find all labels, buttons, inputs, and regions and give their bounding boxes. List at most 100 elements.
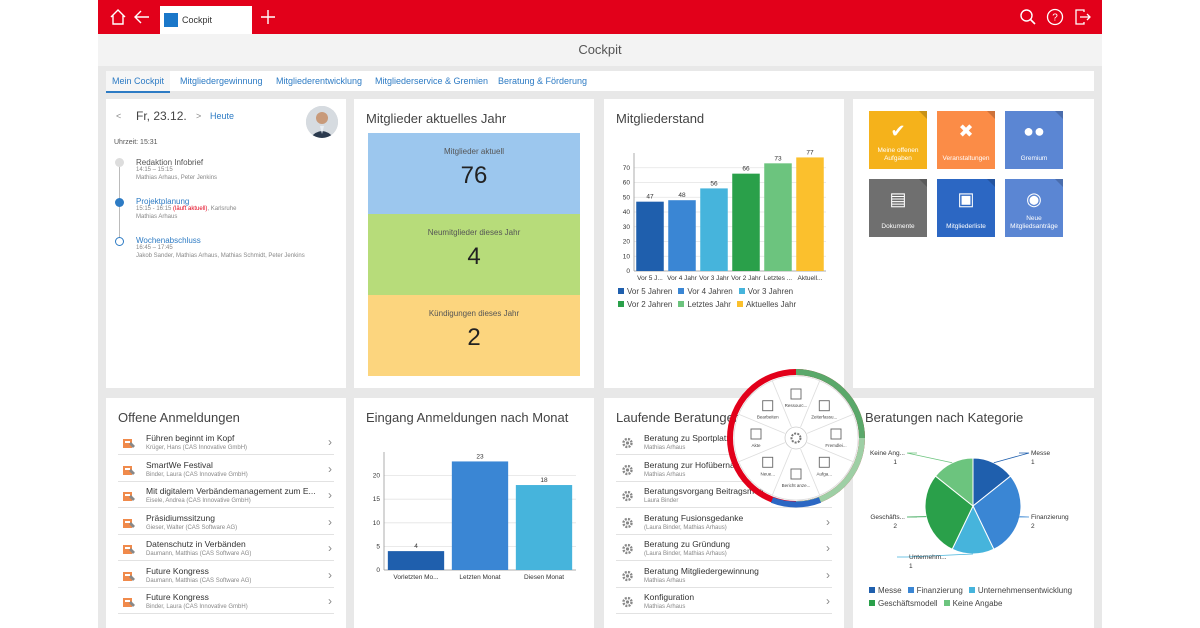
radial-item-fremdlei[interactable]: Fremdlei... bbox=[825, 428, 847, 448]
bar-vorletzten-mo[interactable] bbox=[387, 551, 445, 570]
pie-leader-line bbox=[897, 553, 974, 558]
list-item[interactable]: Future Kongress Daumann, Matthias (CAS So… bbox=[118, 563, 334, 588]
tile-veranstaltungen[interactable]: ✖ Veranstaltungen bbox=[937, 111, 995, 169]
event-item[interactable]: Wochenabschluss 16:45 – 17:45 Jakob Sand… bbox=[136, 236, 305, 259]
app-logo-icon bbox=[164, 13, 178, 27]
list-item-subtitle: Mathias Arhaus bbox=[644, 445, 686, 451]
chevron-right-icon[interactable]: › bbox=[826, 541, 830, 555]
legend-item-vor-3-jahren[interactable]: Vor 3 Jahren bbox=[738, 285, 794, 298]
tile-gremium[interactable]: ●● Gremium bbox=[1005, 111, 1063, 169]
pie-slice-gesch-ftsmodell[interactable] bbox=[924, 475, 974, 550]
radial-item-neue[interactable]: Neue... bbox=[760, 456, 775, 476]
legend-item-messe[interactable]: Messe bbox=[869, 584, 902, 597]
legend-item-letztes-jahr[interactable]: Letztes Jahr bbox=[678, 298, 731, 311]
radial-item-ressourc[interactable]: Ressourc... bbox=[785, 388, 808, 408]
bar-vor-3-jahr[interactable] bbox=[700, 188, 728, 271]
chevron-right-icon[interactable]: › bbox=[328, 567, 332, 582]
legend-item-vor-5-jahren[interactable]: Vor 5 Jahren bbox=[618, 285, 672, 298]
tile-dokumente[interactable]: ▤ Dokumente bbox=[869, 179, 927, 237]
add-tab-icon[interactable] bbox=[258, 7, 278, 27]
tile-neue-mitgliedsantr-ge[interactable]: ◉ Neue Mitgliedsanträge bbox=[1005, 179, 1063, 237]
tab-mitgliederentwicklung[interactable]: Mitgliederentwicklung bbox=[276, 76, 363, 86]
chevron-right-icon[interactable]: › bbox=[826, 514, 830, 529]
radial-center-button[interactable] bbox=[784, 426, 808, 450]
tab-mein-cockpit[interactable]: Mein Cockpit bbox=[106, 71, 171, 93]
page-title: Cockpit bbox=[98, 34, 1102, 66]
radial-item-aufga[interactable]: Aufga... bbox=[817, 456, 833, 476]
legend-item-finanzierung[interactable]: Finanzierung bbox=[907, 584, 963, 597]
legend-item-vor-2-jahren[interactable]: Vor 2 Jahren bbox=[618, 298, 672, 311]
radial-item-akte[interactable]: Akte bbox=[750, 428, 762, 448]
list-item[interactable]: Konfiguration Mathias Arhaus › bbox=[616, 589, 832, 614]
list-item[interactable]: Beratung Mitgliedergewinnung Mathias Arha… bbox=[616, 563, 832, 588]
offene-anmeldungen-card: Offene Anmeldungen Führen beginnt im Kop… bbox=[106, 398, 346, 628]
card-title: Mitglieder aktuelles Jahr bbox=[366, 111, 507, 126]
chevron-right-icon[interactable]: › bbox=[826, 567, 830, 582]
list-item-title: Führen beginnt im Kopf bbox=[146, 433, 235, 443]
kpi-cancellations[interactable]: Kündigungen dieses Jahr 2 bbox=[368, 295, 580, 376]
next-day-button[interactable]: > bbox=[196, 111, 202, 121]
nav-tabs: Mein Cockpit Mitgliedergewinnung Mitglie… bbox=[106, 71, 1094, 93]
chevron-right-icon[interactable]: › bbox=[328, 435, 332, 449]
bar-letzten-monat[interactable] bbox=[451, 461, 509, 570]
kpi-new-members[interactable]: Neumitglieder dieses Jahr 4 bbox=[368, 214, 580, 295]
legend-item-gesch-ftsmodell[interactable]: Geschäftsmodell bbox=[869, 597, 938, 610]
tab-beratung-foerderung[interactable]: Beratung & Förderung bbox=[498, 76, 588, 86]
y-tick-label: 0 bbox=[376, 567, 380, 574]
radial-item-bericht-anze[interactable]: Bericht anze... bbox=[782, 468, 811, 488]
event-item[interactable]: Projektplanung 15:15 - 16:15 (läuft aktu… bbox=[136, 197, 236, 220]
kpi-members-current[interactable]: Mitglieder aktuell 76 bbox=[368, 133, 580, 214]
radial-item-bearbeiten[interactable]: Bearbeiten bbox=[757, 400, 779, 420]
legend-label: Messe bbox=[878, 586, 902, 595]
legend-item-keine-angabe[interactable]: Keine Angabe bbox=[943, 597, 1002, 610]
today-link[interactable]: Heute bbox=[210, 111, 235, 121]
tile-mitgliederliste[interactable]: ▣ Mitgliederliste bbox=[937, 179, 995, 237]
list-item[interactable]: Beratung zu Gründung (Laura Binder, Mathi… bbox=[616, 536, 832, 561]
avatar[interactable] bbox=[306, 106, 338, 138]
chevron-right-icon[interactable]: › bbox=[826, 594, 830, 608]
bar-vor-4-jahr[interactable] bbox=[668, 200, 696, 271]
radial-item-label: Neue... bbox=[760, 471, 775, 476]
tab-mitgliedergewinnung[interactable]: Mitgliedergewinnung bbox=[180, 76, 263, 86]
event-item[interactable]: Redaktion Infobrief 14:15 – 15:15 Mathia… bbox=[136, 158, 217, 181]
bar-aktuell[interactable] bbox=[796, 157, 824, 271]
chevron-right-icon[interactable]: › bbox=[328, 488, 332, 502]
list-item[interactable]: SmartWe Festival Binder, Laura (CAS Innov… bbox=[118, 457, 334, 482]
chevron-right-icon[interactable]: › bbox=[328, 594, 332, 608]
x-tick-label: Aktuell... bbox=[798, 275, 823, 282]
bar-vor-5-j[interactable] bbox=[636, 201, 664, 271]
legend-item-unternehmensentwicklung[interactable]: Unternehmensentwicklung bbox=[968, 584, 1072, 597]
legend-item-vor-4-jahren[interactable]: Vor 4 Jahren bbox=[678, 285, 733, 298]
event-title: Wochenabschluss bbox=[136, 236, 201, 245]
back-arrow-icon[interactable] bbox=[132, 7, 152, 27]
legend-swatch bbox=[738, 288, 745, 294]
tab-cockpit[interactable]: Cockpit bbox=[160, 6, 252, 34]
list-item[interactable]: Mit digitalem Verbändemanagement zum E..… bbox=[118, 483, 334, 508]
home-icon[interactable] bbox=[108, 7, 128, 27]
members-year-card: Mitglieder aktuelles Jahr Mitglieder akt… bbox=[354, 99, 594, 388]
tile-meine-offenen-aufgaben[interactable]: ✔ Meine offenen Aufgaben bbox=[869, 111, 927, 169]
tab-mitgliederservice[interactable]: Mitgliederservice & Gremien bbox=[375, 76, 489, 86]
list-item[interactable]: Präsidiumssitzung Gieser, Walter (CAS Sof… bbox=[118, 510, 334, 535]
bar-diesen-monat[interactable] bbox=[515, 485, 573, 570]
radial-context-menu[interactable]: Bearbeiten Ressourc... Zeiterfassu... Fremd… bbox=[726, 368, 866, 508]
chevron-right-icon[interactable]: › bbox=[328, 514, 332, 529]
chevron-right-icon[interactable]: › bbox=[328, 461, 332, 476]
list-item[interactable]: Future Kongress Binder, Laura (CAS Innova… bbox=[118, 589, 334, 614]
radial-item-zeiterfassu[interactable]: Zeiterfassu... bbox=[811, 400, 837, 420]
list-item[interactable]: Führen beginnt im Kopf Krüger, Hans (CAS … bbox=[118, 430, 334, 455]
kpi-value: 76 bbox=[460, 162, 488, 189]
help-icon[interactable]: ? bbox=[1045, 7, 1065, 27]
chevron-right-icon[interactable]: › bbox=[328, 541, 332, 555]
radial-divider bbox=[800, 448, 821, 496]
pie-slice-keine-angabe[interactable] bbox=[934, 457, 974, 508]
bar-vor-2-jahr[interactable] bbox=[732, 173, 760, 271]
logout-icon[interactable] bbox=[1072, 7, 1092, 27]
legend-label: Vor 3 Jahren bbox=[747, 287, 794, 296]
bar-letztes[interactable] bbox=[764, 163, 792, 271]
prev-day-button[interactable]: < bbox=[116, 111, 122, 121]
legend-item-aktuelles-jahr[interactable]: Aktuelles Jahr bbox=[736, 298, 796, 311]
search-icon[interactable] bbox=[1018, 7, 1038, 27]
list-item[interactable]: Datenschutz in Verbänden Daumann, Matthia… bbox=[118, 536, 334, 561]
list-item[interactable]: Beratung Fusionsgedanke (Laura Binder, Ma… bbox=[616, 510, 832, 535]
